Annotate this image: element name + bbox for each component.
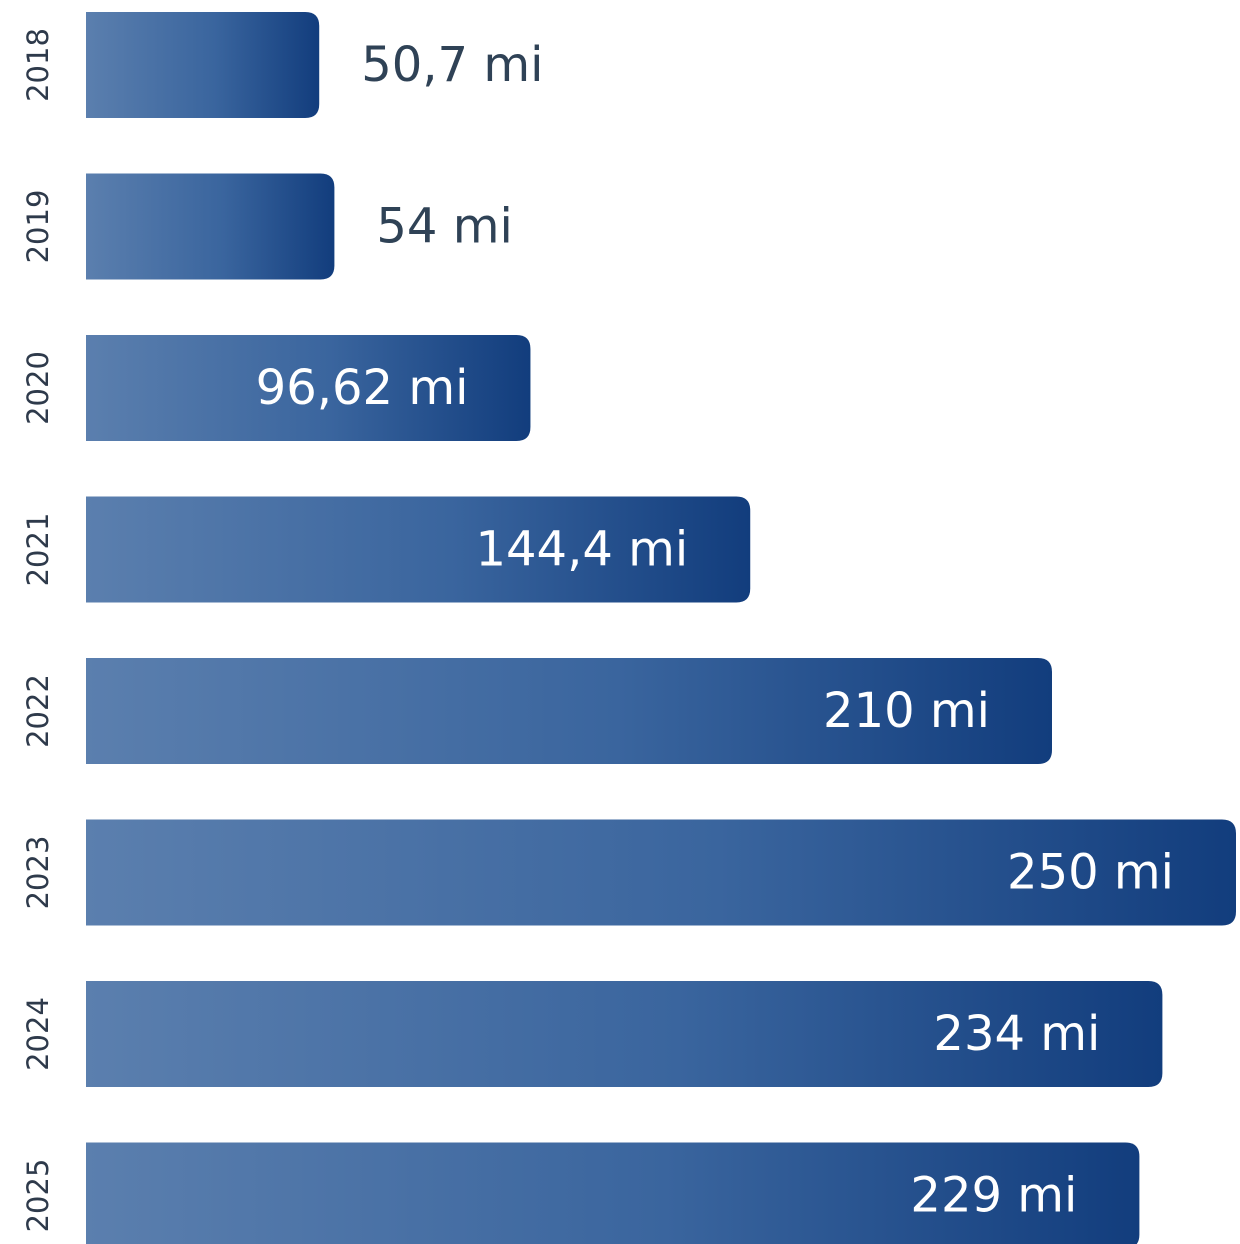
value-label: 229 mi xyxy=(910,1168,1077,1224)
value-label: 250 mi xyxy=(1007,845,1174,901)
bar-row-2025: 2025 229 mi xyxy=(21,1142,1140,1244)
value-label: 50,7 mi xyxy=(361,37,543,93)
year-label: 2024 xyxy=(21,997,55,1071)
bars-layer: 2018 50,7 mi 2019 54 mi 2020 96,62 mi 2021 144,… xyxy=(21,12,1236,1244)
year-label: 2025 xyxy=(21,1159,55,1233)
bar xyxy=(86,335,531,441)
bar-row-2022: 2022 210 mi xyxy=(21,658,1052,764)
value-label: 144,4 mi xyxy=(475,522,688,578)
year-label: 2023 xyxy=(21,836,55,910)
value-label: 210 mi xyxy=(823,683,990,739)
bar xyxy=(86,658,1052,764)
value-label: 54 mi xyxy=(376,199,512,255)
bar-row-2020: 2020 96,62 mi xyxy=(21,335,531,441)
bar-row-2018: 2018 50,7 mi xyxy=(21,12,543,118)
bar-row-2019: 2019 54 mi xyxy=(21,173,513,280)
year-label: 2019 xyxy=(21,190,55,264)
value-label: 96,62 mi xyxy=(256,360,469,416)
year-label: 2018 xyxy=(21,28,55,102)
bar xyxy=(86,819,1236,926)
bar xyxy=(86,981,1163,1087)
bar-row-2023: 2023 250 mi xyxy=(21,819,1236,926)
bar xyxy=(86,12,320,118)
year-label: 2022 xyxy=(21,674,55,748)
bar xyxy=(86,173,335,280)
bar-row-2021: 2021 144,4 mi xyxy=(21,496,751,603)
year-label: 2021 xyxy=(21,513,55,587)
bar xyxy=(86,1142,1140,1244)
year-label: 2020 xyxy=(21,351,55,425)
bar-row-2024: 2024 234 mi xyxy=(21,981,1163,1087)
bar xyxy=(86,496,751,603)
value-label: 234 mi xyxy=(933,1006,1100,1062)
